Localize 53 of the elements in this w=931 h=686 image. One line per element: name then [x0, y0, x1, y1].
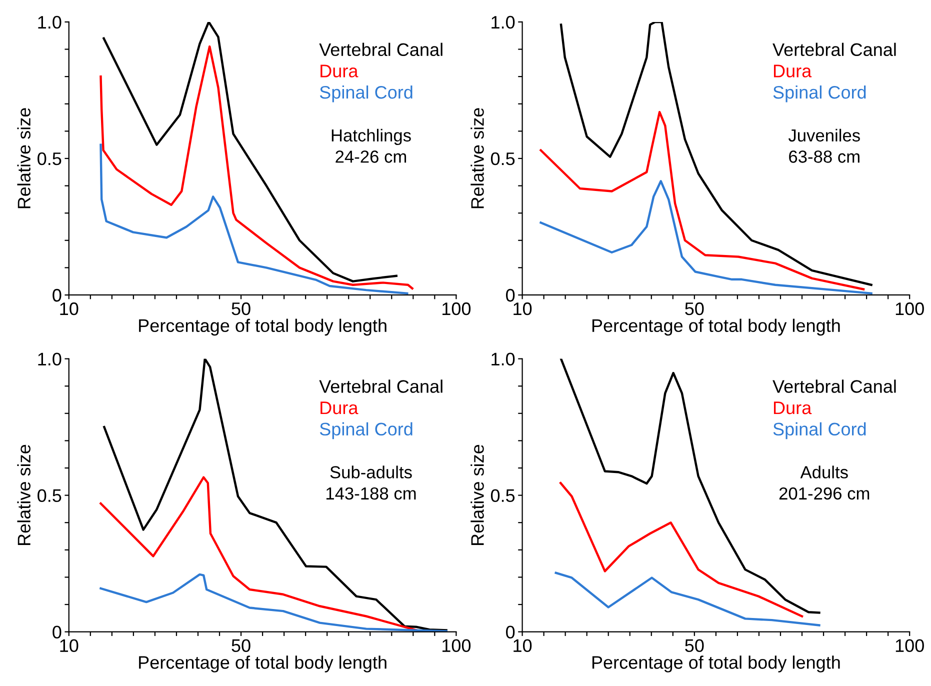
x-tick-label: 50 [232, 302, 250, 316]
x-tick-label: 50 [685, 639, 704, 652]
y-tick-label: 0 [506, 626, 515, 639]
line-series [554, 572, 820, 626]
y-tick-label: 1.0 [38, 16, 62, 29]
text: Vertebral Canal [319, 42, 442, 56]
y-tick-label: 0 [52, 288, 62, 302]
x-axis-title: Percentage of total body length [139, 318, 386, 336]
text: Spinal Cord [320, 422, 412, 440]
text: Dura [774, 64, 812, 78]
x-tick-label: 100 [896, 639, 924, 652]
text: Spinal Cord [773, 85, 866, 102]
y-tick-label: 0.5 [38, 489, 62, 502]
text: Dura [320, 64, 358, 78]
line-series [100, 573, 448, 632]
x-tick-label: 10 [60, 302, 78, 316]
y-axis-title: Relative size [470, 108, 484, 208]
text: Vertebral Canal [772, 380, 896, 393]
x-tick-label: 10 [514, 639, 532, 652]
text: Dura [320, 402, 358, 414]
y-tick-label: 0.5 [490, 152, 515, 166]
text: Vertebral Canal [319, 380, 442, 393]
x-tick-label: 10 [60, 639, 78, 652]
text: Spinal Cord [320, 85, 412, 102]
line-series [540, 180, 872, 294]
x-tick-label: 100 [442, 639, 471, 652]
y-tick-label: 0.5 [38, 152, 62, 166]
x-tick-label: 100 [896, 302, 924, 316]
annotation: Juveniles 63-88 cm [788, 128, 860, 163]
x-axis-title: Percentage of total body length [139, 656, 386, 672]
x-tick-label: 100 [442, 302, 471, 316]
line-series [100, 144, 408, 294]
y-tick-label: 0 [506, 288, 515, 302]
y-axis-title: Relative size [17, 444, 31, 545]
y-axis-title: Relative size [17, 108, 31, 208]
x-tick-label: 50 [685, 302, 704, 316]
y-tick-label: 1.0 [492, 16, 515, 29]
y-tick-label: 1.0 [492, 352, 515, 366]
text: Spinal Cord [773, 422, 866, 440]
annotation: Hatchlings 24-26 cm [332, 128, 411, 163]
annotation: Sub-adults 143-188 cm [326, 466, 416, 500]
text: Dura [774, 402, 812, 414]
y-axis-title: Relative size [470, 444, 484, 545]
x-tick-label: 50 [232, 639, 250, 652]
x-tick-label: 10 [514, 302, 532, 316]
x-axis-title: Percentage of total body length [592, 318, 840, 336]
text: Vertebral Canal [772, 42, 896, 56]
y-tick-label: 0 [52, 626, 62, 639]
y-tick-label: 1.0 [38, 352, 62, 366]
annotation: Adults 201-296 cm [779, 466, 870, 500]
x-axis-title: Percentage of total body length [592, 656, 840, 672]
line-series [540, 110, 865, 290]
y-tick-label: 0.5 [490, 489, 515, 502]
